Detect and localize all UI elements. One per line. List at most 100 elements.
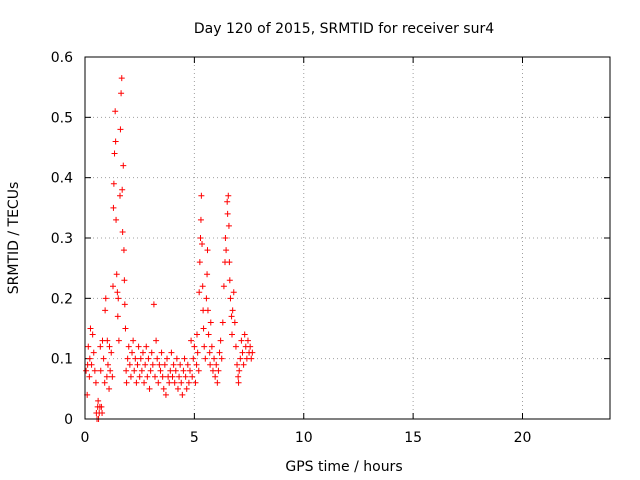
- data-point: [224, 198, 231, 205]
- data-point: [107, 367, 114, 374]
- data-point: [147, 367, 154, 374]
- data-point: [148, 349, 155, 356]
- data-point: [158, 349, 165, 356]
- data-point: [198, 192, 205, 199]
- data-point: [189, 373, 196, 380]
- data-point: [232, 343, 239, 350]
- x-tick-label: 5: [190, 430, 199, 446]
- data-point: [170, 361, 177, 368]
- data-point: [161, 361, 168, 368]
- data-point: [215, 367, 222, 374]
- gridlines: [85, 57, 610, 419]
- data-point: [194, 331, 200, 338]
- data-point: [182, 373, 189, 380]
- data-point: [88, 361, 95, 368]
- data-point: [188, 337, 195, 344]
- data-point: [199, 283, 206, 290]
- data-point: [97, 343, 104, 350]
- data-point: [157, 367, 164, 374]
- data-point: [117, 126, 124, 133]
- data-point: [156, 361, 163, 368]
- data-point: [225, 222, 232, 229]
- data-point: [234, 361, 241, 368]
- y-tick-label: 0.6: [51, 50, 73, 66]
- data-point: [126, 361, 133, 368]
- data-point: [226, 259, 233, 266]
- data-point: [248, 355, 255, 362]
- data-point: [172, 367, 179, 374]
- x-tick-label: 20: [514, 430, 532, 446]
- data-point: [239, 349, 246, 356]
- data-points: [83, 75, 256, 422]
- data-point: [194, 349, 201, 356]
- data-point: [123, 379, 130, 386]
- data-point: [100, 355, 107, 362]
- data-point: [86, 373, 93, 380]
- data-point: [238, 337, 245, 344]
- data-point: [212, 373, 219, 380]
- data-point: [203, 295, 210, 302]
- data-point: [207, 361, 214, 368]
- data-point: [200, 325, 207, 332]
- data-point: [110, 204, 117, 211]
- data-point: [103, 373, 110, 380]
- data-point: [144, 373, 151, 380]
- data-point: [230, 289, 237, 296]
- data-point: [153, 337, 160, 344]
- data-point: [197, 216, 204, 223]
- data-point: [213, 361, 220, 368]
- data-point: [219, 319, 226, 326]
- data-point: [164, 355, 171, 362]
- data-point: [222, 235, 229, 241]
- data-point: [180, 367, 187, 374]
- data-point: [125, 343, 132, 350]
- data-point: [106, 343, 113, 350]
- data-point: [240, 361, 247, 368]
- data-point: [196, 289, 203, 296]
- data-point: [83, 367, 90, 374]
- data-point: [211, 355, 218, 362]
- data-point: [177, 361, 184, 368]
- data-point: [192, 379, 199, 386]
- data-point: [146, 385, 153, 392]
- data-point: [106, 385, 113, 392]
- data-point: [160, 385, 167, 392]
- data-point: [104, 337, 111, 344]
- data-point: [121, 301, 128, 308]
- data-point: [171, 379, 178, 386]
- data-point: [112, 138, 119, 145]
- data-point: [119, 228, 126, 235]
- data-point: [205, 331, 212, 338]
- data-point: [132, 355, 139, 362]
- data-point: [228, 313, 235, 320]
- data-point: [109, 373, 116, 380]
- data-point: [114, 289, 121, 296]
- data-point: [226, 277, 233, 284]
- data-point: [142, 361, 149, 368]
- data-point: [115, 295, 122, 302]
- data-point: [120, 162, 127, 169]
- data-point: [167, 367, 174, 374]
- chart-title: Day 120 of 2015, SRMTID for receiver sur…: [194, 21, 494, 37]
- data-point: [130, 337, 137, 344]
- data-point: [104, 361, 111, 368]
- data-point: [131, 367, 138, 374]
- data-point: [91, 367, 98, 374]
- data-point: [244, 337, 251, 344]
- data-point: [137, 355, 144, 362]
- data-point: [193, 361, 200, 368]
- data-point: [249, 349, 256, 356]
- data-point: [113, 216, 120, 223]
- x-tick-label: 15: [404, 430, 422, 446]
- data-point: [99, 409, 106, 416]
- x-tick-label: 10: [295, 430, 313, 446]
- data-point: [97, 367, 104, 374]
- data-point: [207, 319, 214, 326]
- data-point: [168, 349, 175, 356]
- data-point: [176, 373, 183, 380]
- data-point: [124, 355, 131, 362]
- data-point: [235, 373, 242, 380]
- data-point: [179, 391, 186, 398]
- data-point: [118, 75, 125, 82]
- data-point: [199, 241, 206, 248]
